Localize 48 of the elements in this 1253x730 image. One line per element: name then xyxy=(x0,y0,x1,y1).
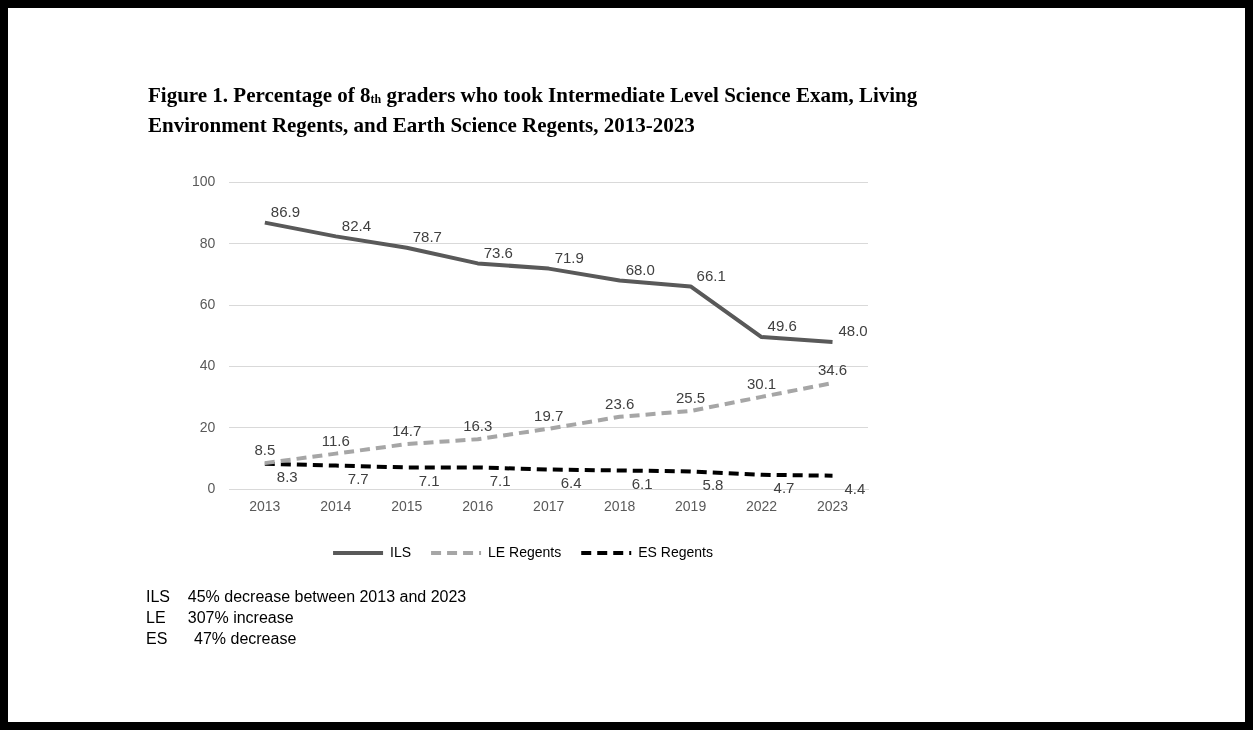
data-label: 66.1 xyxy=(696,266,726,284)
x-tick-label: 2014 xyxy=(320,498,352,515)
data-label: 14.7 xyxy=(392,422,422,440)
y-tick-label: 20 xyxy=(199,418,216,435)
x-tick-label: 2023 xyxy=(816,498,849,515)
y-tick-label: 40 xyxy=(199,357,216,374)
data-label: 16.3 xyxy=(463,417,493,435)
data-label: 49.6 xyxy=(767,317,797,335)
x-tick-label: 2015 xyxy=(391,498,423,515)
data-label: 7.1 xyxy=(489,471,511,489)
data-label: 71.9 xyxy=(554,248,584,266)
text: LE 307% increase xyxy=(146,608,295,628)
x-tick-label: 2022 xyxy=(745,498,778,515)
y-tick-label: 80 xyxy=(199,234,216,251)
x-tick-label: 2016 xyxy=(462,498,494,515)
legend-label: LE Regents xyxy=(488,543,562,560)
y-tick-label: 60 xyxy=(199,295,216,312)
data-label: 82.4 xyxy=(341,216,371,234)
data-label: 86.9 xyxy=(270,202,301,220)
x-tick-label: 2019 xyxy=(675,498,707,515)
data-label: 8.5 xyxy=(254,441,276,459)
data-label: 11.6 xyxy=(321,431,350,449)
data-label: 8.3 xyxy=(276,467,298,485)
x-tick-label: 2013 xyxy=(249,498,281,515)
data-label: 4.7 xyxy=(773,478,795,496)
data-label: 73.6 xyxy=(483,243,513,261)
data-label: 19.7 xyxy=(534,406,564,424)
x-tick-label: 2018 xyxy=(604,498,636,515)
text: ILS 45% decrease between 2013 and 2023 xyxy=(146,587,467,607)
data-label: 25.5 xyxy=(676,389,706,407)
data-label: 7.7 xyxy=(347,469,369,487)
x-tick-label: 2017 xyxy=(533,498,565,515)
data-label: 5.8 xyxy=(702,475,724,493)
text: ES 47% decrease xyxy=(146,629,298,649)
data-label: 48.0 xyxy=(838,322,868,340)
data-label: 78.7 xyxy=(412,227,442,245)
data-label: 23.6 xyxy=(605,394,635,412)
data-label: 34.6 xyxy=(817,361,848,379)
data-label: 4.4 xyxy=(844,479,866,497)
data-label: 6.1 xyxy=(631,474,653,492)
data-label: 30.1 xyxy=(746,374,777,392)
legend-label: ILS xyxy=(390,543,412,560)
y-tick-label: 0 xyxy=(207,480,216,497)
data-label: 7.1 xyxy=(418,471,440,489)
y-tick-label: 100 xyxy=(192,173,216,190)
data-label: 6.4 xyxy=(560,473,582,491)
data-label: 68.0 xyxy=(625,260,655,278)
legend-label: ES Regents xyxy=(638,543,713,560)
